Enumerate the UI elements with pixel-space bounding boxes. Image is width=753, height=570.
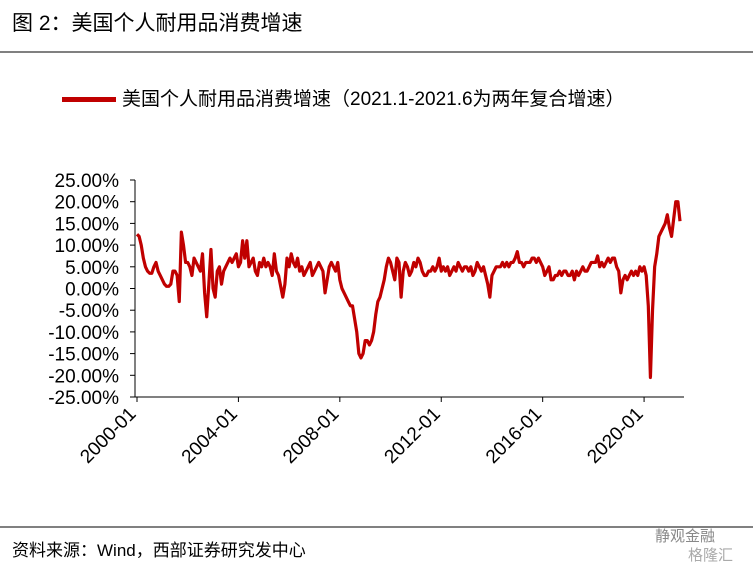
x-tick-label: 2012-01 — [381, 404, 445, 468]
line-series — [135, 200, 682, 380]
watermark: 格隆汇 — [688, 547, 733, 564]
y-tick-label: 0.00% — [65, 280, 119, 301]
watermark: 静观金融 — [655, 528, 715, 545]
y-tick-label: 15.00% — [55, 214, 120, 235]
chart-title: 图 2：美国个人耐用品消费增速 — [12, 12, 303, 35]
legend-label: 美国个人耐用品消费增速（2021.1-2021.6为两年复合增速） — [122, 89, 625, 110]
legend: 美国个人耐用品消费增速（2021.1-2021.6为两年复合增速） — [62, 84, 702, 116]
source-note: 资料来源：Wind，西部证券研究发中心 — [12, 541, 306, 560]
x-tick-label: 2020-01 — [583, 404, 647, 468]
x-tick-label: 2008-01 — [279, 404, 343, 468]
y-tick-label: 20.00% — [55, 193, 120, 214]
legend-swatch — [62, 97, 116, 103]
x-tick-label: 2000-01 — [76, 404, 140, 468]
y-tick-label: 5.00% — [65, 258, 119, 279]
x-tick-label: 2016-01 — [482, 404, 546, 468]
y-tick-label: 25.00% — [55, 171, 120, 192]
x-tick-label: 2004-01 — [178, 404, 242, 468]
y-tick-label: 10.00% — [55, 236, 120, 257]
y-tick-label: -15.00% — [48, 345, 119, 366]
y-tick-label: -20.00% — [48, 366, 119, 387]
y-tick-label: -5.00% — [59, 301, 119, 322]
y-tick-label: -25.00% — [48, 388, 119, 409]
y-tick-label: -10.00% — [48, 323, 119, 344]
